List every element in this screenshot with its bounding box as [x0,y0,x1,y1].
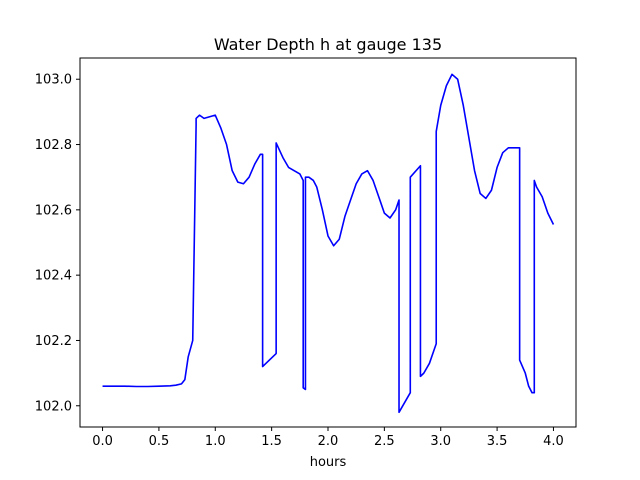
y-tick-label: 102.0 [35,399,72,414]
series-line-0 [102,73,555,414]
axes-frame [79,57,577,428]
x-tick-label: 0.0 [92,434,113,449]
x-tick-label: 0.5 [149,434,170,449]
x-tick-label: 2.0 [318,434,339,449]
plot-area: 0.0 0.5 1.0 1.5 2.0 2.5 3.0 3.5 4.0 102.0 102.2 102… [35,57,577,449]
y-tick-label: 102.8 [35,138,72,153]
x-tick-label: 2.5 [374,434,395,449]
x-tick-label: 1.0 [205,434,226,449]
x-axis-label: hours [310,455,347,470]
y-tick-label: 102.4 [35,269,72,284]
x-tick-label: 3.5 [487,434,508,449]
x-tick-label: 3.0 [430,434,451,449]
x-tick-label: 1.5 [261,434,282,449]
y-tick-label: 102.2 [35,334,72,349]
chart-title: Water Depth h at gauge 135 [214,35,442,54]
y-tick-label: 102.6 [35,203,72,218]
x-tick-label: 4.0 [543,434,564,449]
y-tick-label: 103.0 [35,73,72,88]
